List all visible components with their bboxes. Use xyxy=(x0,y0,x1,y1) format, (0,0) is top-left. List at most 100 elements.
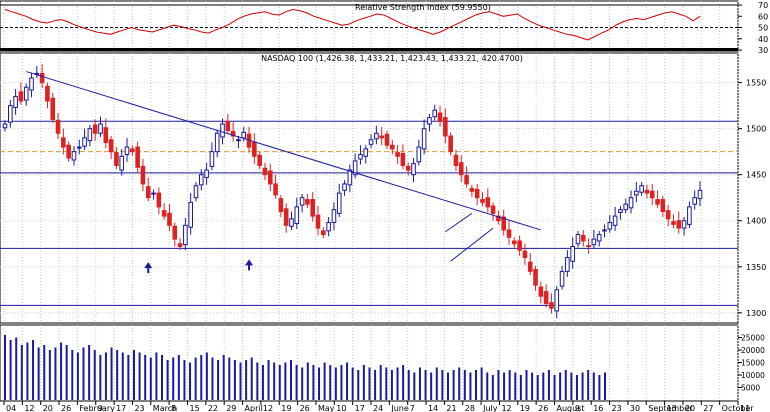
candle-body xyxy=(39,72,45,84)
candle-body xyxy=(384,133,390,146)
candle-body xyxy=(352,160,358,176)
candle-body xyxy=(363,148,369,157)
candle-body xyxy=(66,144,71,159)
candle-body xyxy=(448,135,453,153)
candle xyxy=(167,204,172,231)
candle xyxy=(193,182,199,202)
candle-body xyxy=(634,190,639,196)
x-tick-label: 19 xyxy=(281,404,291,412)
rsi-line xyxy=(4,8,701,41)
candle-body xyxy=(485,197,491,208)
candle-body xyxy=(310,199,316,217)
candle-body xyxy=(294,206,300,224)
candle xyxy=(580,229,586,247)
candle xyxy=(363,145,369,164)
candle-body xyxy=(368,139,374,145)
candle-body xyxy=(156,192,162,208)
candle-body xyxy=(543,291,549,305)
x-tick-label: 10 xyxy=(336,404,346,412)
candle xyxy=(352,153,358,179)
candle xyxy=(538,281,544,304)
candle xyxy=(336,183,342,218)
x-tick-label: 27 xyxy=(703,404,713,412)
rsi-tick-label: 70 xyxy=(758,1,768,10)
candle-body xyxy=(23,86,29,101)
candle-body xyxy=(358,153,363,160)
candle-body xyxy=(145,186,151,199)
candle xyxy=(596,230,602,247)
candle-body xyxy=(342,183,347,191)
candle xyxy=(299,194,305,213)
candle-body xyxy=(299,197,305,206)
candle-body xyxy=(411,163,416,176)
candle-body xyxy=(453,154,459,166)
candle xyxy=(183,217,188,251)
candle-body xyxy=(607,222,613,230)
candle-body xyxy=(570,246,575,262)
candle xyxy=(71,146,77,166)
candle-body xyxy=(108,139,114,153)
candle-body xyxy=(161,210,167,217)
x-tick-label: 15 xyxy=(190,404,200,412)
candle-body xyxy=(193,185,199,199)
candle xyxy=(161,203,167,220)
candle xyxy=(119,148,125,176)
trend-line xyxy=(450,227,494,262)
volume-tick-label: 15000 xyxy=(741,359,765,368)
price-tick-label: 1400 xyxy=(746,217,766,226)
candle xyxy=(437,105,443,127)
candle xyxy=(374,125,379,145)
candle xyxy=(676,211,682,234)
candle xyxy=(172,222,178,247)
x-tick-label: 8 xyxy=(171,404,176,412)
trend-line xyxy=(445,212,473,233)
candle-body xyxy=(177,243,183,248)
candle-body xyxy=(71,151,77,161)
x-tick-label: 17 xyxy=(116,404,126,412)
candle-body xyxy=(490,205,496,214)
candle xyxy=(198,169,204,191)
candle xyxy=(527,252,533,276)
candle xyxy=(156,187,162,215)
candle xyxy=(575,230,581,248)
price-tick-label: 1450 xyxy=(746,171,766,180)
candle-body xyxy=(665,210,671,220)
candle-body xyxy=(61,137,66,148)
x-tick-label: March xyxy=(153,404,177,412)
candle-body xyxy=(188,201,193,228)
candle xyxy=(331,202,337,230)
x-tick-label: 13 xyxy=(667,404,677,412)
candle-body xyxy=(347,169,353,186)
candle xyxy=(55,113,61,139)
candle-body xyxy=(289,218,294,227)
x-tick-label: September xyxy=(648,404,693,412)
candle xyxy=(2,120,8,132)
candle xyxy=(252,133,257,164)
candle-body xyxy=(586,245,591,248)
candle xyxy=(124,137,130,162)
candle xyxy=(522,243,528,265)
candle xyxy=(565,250,570,277)
candle-body xyxy=(405,165,411,171)
trend-line xyxy=(26,71,541,231)
candle-body xyxy=(549,302,554,309)
candle xyxy=(177,238,183,251)
candle xyxy=(135,141,140,173)
candle xyxy=(13,89,18,115)
x-tick-label: 7 xyxy=(410,404,415,412)
candle xyxy=(512,237,517,248)
candle xyxy=(681,217,687,236)
candle xyxy=(501,209,507,236)
candle xyxy=(400,144,406,170)
candle xyxy=(533,265,538,291)
x-tick-label: 21 xyxy=(446,404,456,412)
candle-body xyxy=(506,229,512,238)
candle xyxy=(347,164,353,193)
candle-body xyxy=(612,215,618,226)
candle-body xyxy=(474,188,480,199)
candle-body xyxy=(130,148,135,153)
candle xyxy=(427,113,432,132)
candle-body xyxy=(114,152,119,166)
